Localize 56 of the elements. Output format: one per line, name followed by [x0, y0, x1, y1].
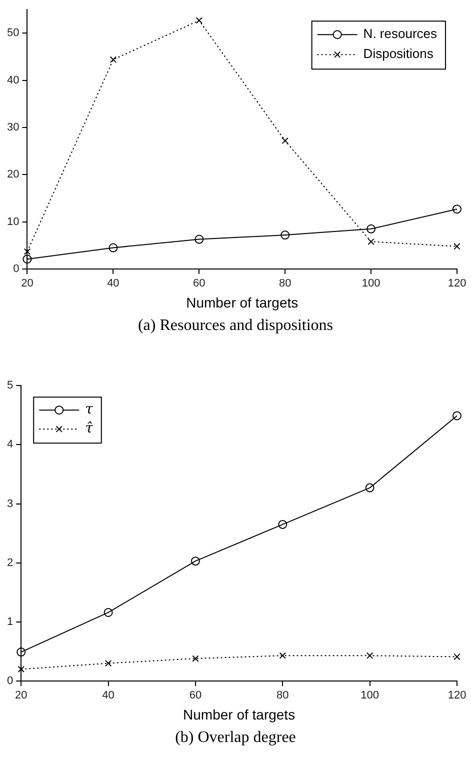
point [280, 230, 290, 240]
legend-label: Dispositions [363, 46, 434, 62]
point [282, 137, 288, 144]
point [454, 653, 460, 660]
x-tick-label: 40 [102, 690, 114, 702]
point [279, 652, 286, 659]
x-tick-label: 40 [107, 278, 120, 290]
x-tick-label: 120 [448, 278, 466, 290]
point [366, 224, 376, 234]
point [24, 248, 31, 255]
point [22, 254, 32, 264]
y-tick-label: 50 [6, 27, 20, 40]
point [194, 234, 204, 244]
point [278, 520, 288, 529]
x-tick-label: 20 [14, 690, 28, 702]
point [452, 411, 462, 420]
legend-label: τ̂ [85, 420, 94, 437]
x-tick-label: 20 [21, 278, 34, 290]
y-tick-label: 2 [6, 556, 14, 569]
point [196, 17, 202, 24]
point [454, 243, 460, 250]
x-tick-label: 120 [448, 690, 466, 702]
y-tick-label: 0 [13, 263, 20, 276]
legend-label: N. resources [363, 26, 438, 42]
text: (b) Overlap degree [174, 728, 297, 748]
y-tick-label: 40 [6, 74, 20, 86]
y-tick-label: 20 [6, 168, 20, 181]
x-tick-label: 60 [193, 278, 206, 290]
y-tick-label: 0 [6, 675, 14, 688]
x-tick-label: 60 [189, 690, 202, 702]
point [104, 608, 113, 617]
legend-label: τ [85, 402, 94, 418]
point [368, 238, 374, 245]
x-axis-title: Number of targets [183, 706, 296, 722]
point [452, 204, 462, 214]
point [190, 556, 200, 566]
x-tick-label: 100 [360, 690, 380, 702]
x-axis-title: Number of targets [186, 294, 298, 310]
point [104, 660, 112, 667]
y-tick-label: 5 [6, 380, 14, 392]
point [110, 56, 117, 63]
y-tick-label: 30 [6, 122, 20, 134]
point [192, 655, 199, 662]
y-tick-label: 10 [6, 216, 20, 228]
point [18, 666, 24, 673]
point [366, 652, 374, 659]
x-tick-label: 80 [276, 690, 289, 702]
y-tick-label: 1 [6, 616, 14, 628]
point [16, 648, 26, 657]
text: (a) Resources and dispositions [136, 316, 334, 336]
x-tick-label: 100 [362, 278, 380, 290]
point [108, 243, 118, 252]
point [365, 483, 374, 492]
x-tick-label: 80 [278, 278, 292, 290]
y-tick-label: 3 [6, 498, 14, 510]
y-tick-label: 4 [6, 438, 14, 451]
